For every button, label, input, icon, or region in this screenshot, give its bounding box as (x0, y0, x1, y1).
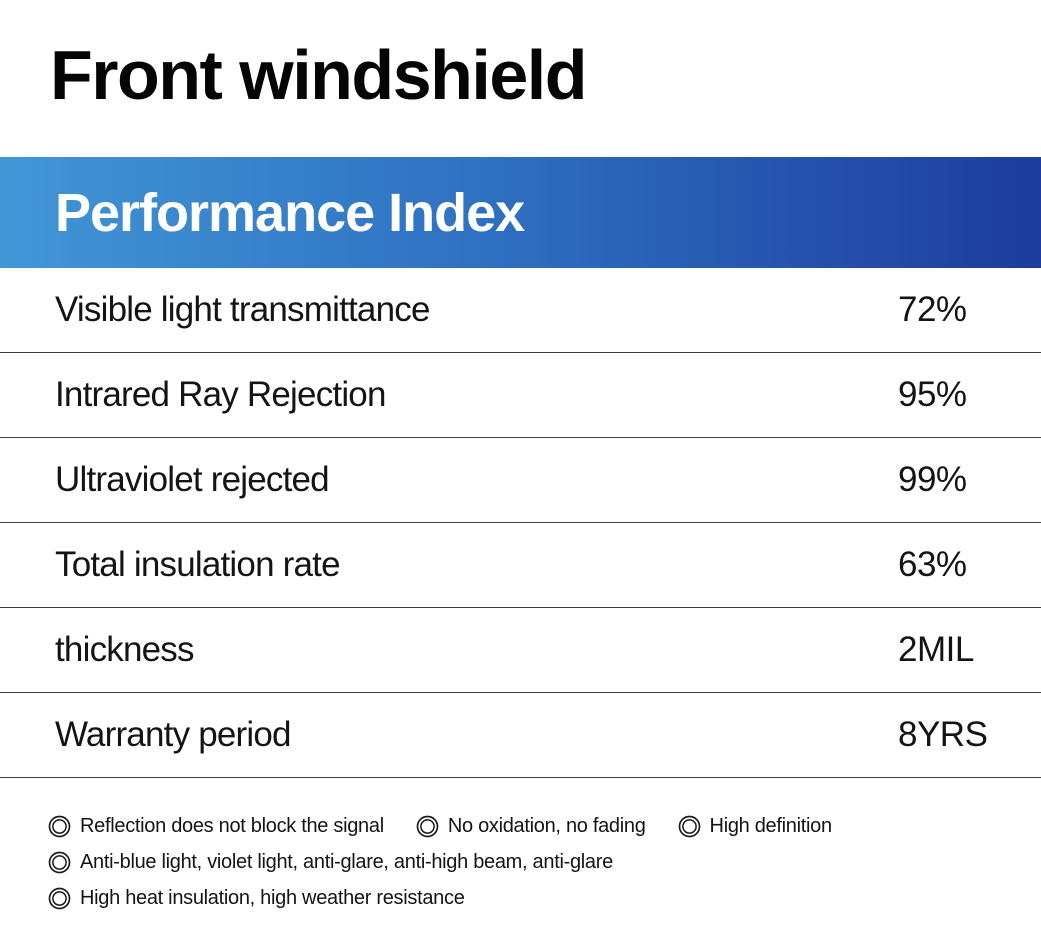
row-value: 8YRS (898, 715, 988, 754)
double-ring-icon (48, 815, 71, 838)
table-row: Total insulation rate 63% (0, 523, 1041, 608)
performance-band: Performance Index (0, 157, 1041, 268)
band-title: Performance Index (55, 182, 525, 243)
double-ring-icon (48, 851, 71, 874)
table-row: thickness 2MIL (0, 608, 1041, 693)
row-label: thickness (55, 630, 195, 669)
double-ring-icon (48, 887, 71, 910)
row-label: Warranty period (55, 715, 291, 754)
row-label: Total insulation rate (55, 545, 341, 584)
performance-table: Visible light transmittance 72% Intrared R… (0, 268, 1041, 778)
feature-label: No oxidation, no fading (447, 814, 646, 837)
feature-line: High heat insulation, high weather resis… (48, 880, 1041, 916)
table-row: Warranty period 8YRS (0, 693, 1041, 778)
double-ring-icon (678, 815, 701, 838)
row-value: 63% (898, 545, 967, 584)
feature-label: High definition (709, 814, 833, 837)
row-value: 2MIL (898, 630, 974, 669)
row-value: 95% (898, 375, 967, 414)
table-row: Visible light transmittance 72% (0, 268, 1041, 353)
feature-item: No oxidation, no fading (416, 815, 646, 838)
feature-line: Reflection does not block the signal No o… (48, 808, 1041, 844)
row-value: 72% (898, 290, 967, 329)
feature-label: High heat insulation, high weather resis… (80, 886, 465, 909)
feature-label: Anti-blue light, violet light, anti-glar… (80, 850, 613, 873)
feature-item: Reflection does not block the signal (48, 815, 384, 838)
page-title: Front windshield (50, 36, 587, 114)
row-label: Ultraviolet rejected (55, 460, 330, 499)
feature-item: High heat insulation, high weather resis… (48, 887, 465, 910)
double-ring-icon (416, 815, 439, 838)
feature-item: Anti-blue light, violet light, anti-glar… (48, 851, 613, 874)
feature-line: Anti-blue light, violet light, anti-glar… (48, 844, 1041, 880)
table-row: Ultraviolet rejected 99% (0, 438, 1041, 523)
feature-label: Reflection does not block the signal (80, 814, 384, 837)
row-label: Visible light transmittance (55, 290, 430, 329)
row-value: 99% (898, 460, 967, 499)
feature-item: High definition (678, 815, 832, 838)
row-label: Intrared Ray Rejection (55, 375, 386, 414)
features-section: Reflection does not block the signal No o… (0, 778, 1041, 916)
table-row: Intrared Ray Rejection 95% (0, 353, 1041, 438)
